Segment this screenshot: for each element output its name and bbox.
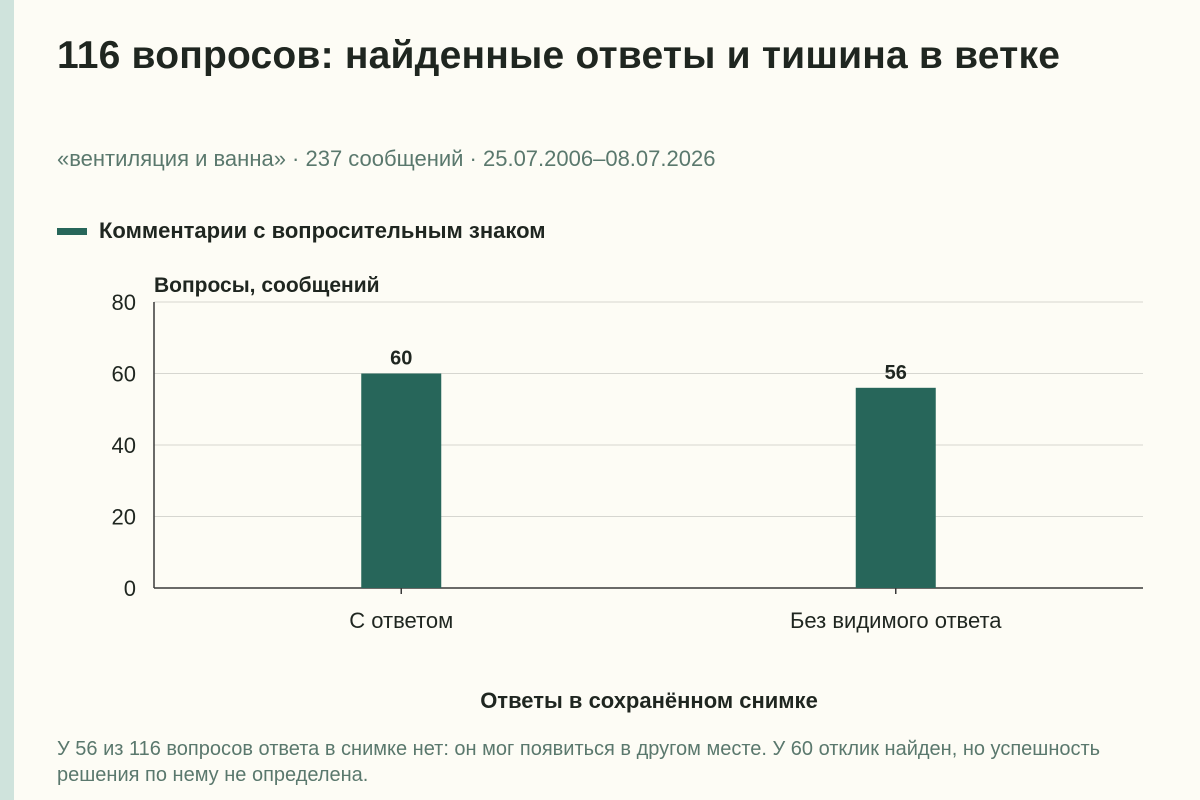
data-label: 60: [390, 348, 412, 370]
chart-subtitle: «вентиляция и ванна» · 237 сообщений · 2…: [57, 146, 716, 171]
y-tick-label: 0: [124, 576, 136, 601]
left-accent-stripe: [0, 0, 14, 800]
chart-title: 116 вопросов: найденные ответы и тишина …: [57, 34, 1061, 77]
y-tick-label: 60: [112, 362, 136, 387]
y-tick-label: 20: [112, 505, 136, 530]
y-tick-label: 80: [112, 290, 136, 315]
x-axis-label: Ответы в сохранённом снимке: [480, 688, 818, 713]
legend-label: Комментарии с вопросительным знаком: [99, 218, 546, 243]
legend: Комментарии с вопросительным знаком: [57, 218, 546, 244]
y-axis-label: Вопросы, сообщений: [154, 274, 380, 297]
bar: [855, 387, 936, 588]
data-label: 56: [885, 362, 907, 384]
x-tick-label: Без видимого ответа: [790, 608, 1002, 633]
bar: [361, 373, 442, 588]
x-tick-label: С ответом: [349, 608, 453, 633]
y-tick-label: 40: [112, 433, 136, 458]
legend-swatch: [57, 227, 87, 235]
footnote: У 56 из 116 вопросов ответа в снимке нет…: [57, 738, 1101, 786]
